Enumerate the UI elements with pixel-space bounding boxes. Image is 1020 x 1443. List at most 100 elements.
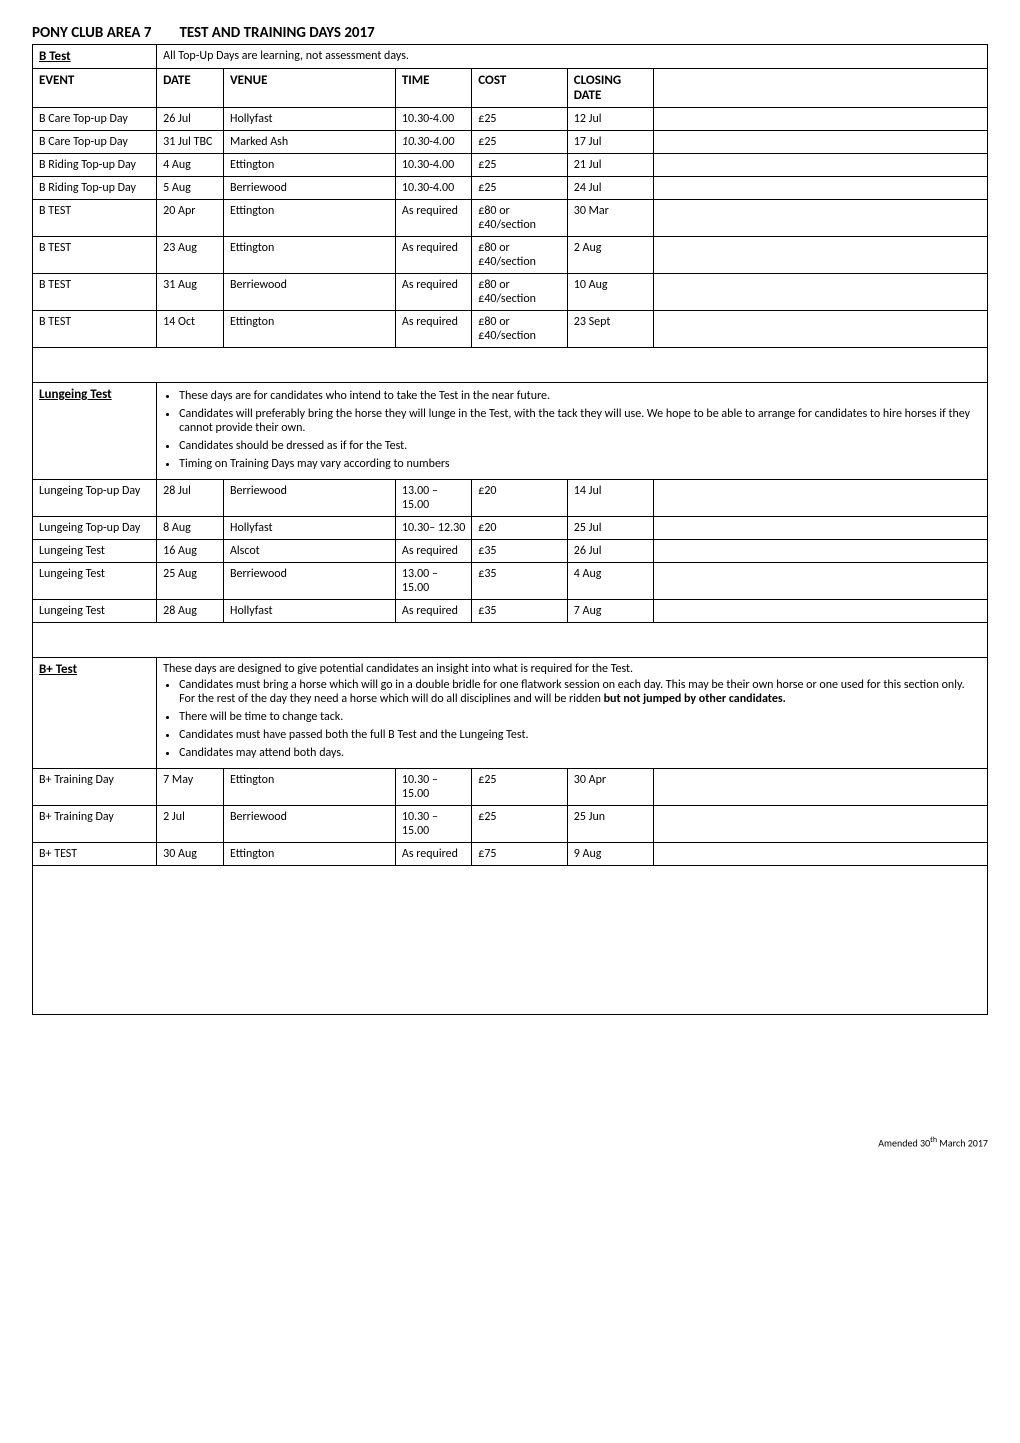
cell: As required: [395, 237, 471, 274]
cell: £25: [472, 177, 568, 200]
cell: 31 Jul TBC: [157, 131, 224, 154]
header-title: TEST AND TRAINING DAYS 2017: [179, 24, 374, 42]
section-header-row: B Test All Top-Up Days are learning, not…: [33, 45, 988, 69]
cell: As required: [395, 600, 471, 623]
table-row: Lungeing Top-up Day28 JulBerriewood13.00…: [33, 480, 988, 517]
cell: EVENT: [33, 69, 157, 108]
cell: Ettington: [223, 843, 395, 866]
cell: 26 Jul: [157, 108, 224, 131]
cell: 21 Jul: [567, 154, 653, 177]
cell: [653, 540, 987, 563]
note-bullet: Candidates may attend both days.: [179, 746, 981, 760]
section-label-cell: B+ Test: [33, 658, 157, 769]
cell: 10.30-4.00: [395, 131, 471, 154]
note-bullet: Candidates must bring a horse which will…: [179, 678, 981, 706]
cell: B Riding Top-up Day: [33, 154, 157, 177]
cell: Hollyfast: [223, 600, 395, 623]
cell: As required: [395, 274, 471, 311]
note-bullet: There will be time to change tack.: [179, 710, 981, 724]
main-table: B Test All Top-Up Days are learning, not…: [32, 44, 988, 1015]
cell: 7 Aug: [567, 600, 653, 623]
cell: 2 Jul: [157, 806, 224, 843]
cell: 10.30-4.00: [395, 177, 471, 200]
table-row: B TEST14 OctEttingtonAs required£80 or £…: [33, 311, 988, 348]
cell: Lungeing Test: [33, 600, 157, 623]
table-row: Lungeing Top-up Day8 AugHollyfast10.30– …: [33, 517, 988, 540]
cell: B Riding Top-up Day: [33, 177, 157, 200]
cell: Berriewood: [223, 563, 395, 600]
cell: 25 Aug: [157, 563, 224, 600]
cell: 24 Jul: [567, 177, 653, 200]
cell: Berriewood: [223, 177, 395, 200]
cell: [653, 177, 987, 200]
cell: £35: [472, 563, 568, 600]
cell: B+ TEST: [33, 843, 157, 866]
cell: [653, 843, 987, 866]
column-header-row: EVENT DATE VENUE TIME COST CLOSING DATE: [33, 69, 988, 108]
table-row: B TEST31 AugBerriewoodAs required£80 or …: [33, 274, 988, 311]
cell: [653, 600, 987, 623]
table-row: Lungeing Test28 AugHollyfastAs required£…: [33, 600, 988, 623]
cell: B TEST: [33, 200, 157, 237]
cell: £80 or £40/section: [472, 200, 568, 237]
cell: £20: [472, 480, 568, 517]
cell: 10.30-4.00: [395, 154, 471, 177]
cell: 10.30 – 15.00: [395, 769, 471, 806]
table-row: B Care Top-up Day26 JulHollyfast10.30-4.…: [33, 108, 988, 131]
table-row: B TEST20 AprEttingtonAs required£80 or £…: [33, 200, 988, 237]
cell: 10 Aug: [567, 274, 653, 311]
cell: Lungeing Test: [33, 540, 157, 563]
cell: 30 Aug: [157, 843, 224, 866]
cell: £80 or £40/section: [472, 311, 568, 348]
cell: 28 Aug: [157, 600, 224, 623]
cell: £25: [472, 806, 568, 843]
cell: 9 Aug: [567, 843, 653, 866]
page-header: PONY CLUB AREA 7 TEST AND TRAINING DAYS …: [32, 24, 988, 42]
section-header-row: Lungeing Test These days are for candida…: [33, 383, 988, 480]
table-row: B+ TEST30 AugEttingtonAs required£759 Au…: [33, 843, 988, 866]
spacer-row: [33, 348, 988, 383]
cell: [653, 69, 987, 108]
cell: £25: [472, 108, 568, 131]
cell: As required: [395, 311, 471, 348]
cell: VENUE: [223, 69, 395, 108]
cell: Hollyfast: [223, 108, 395, 131]
cell: 25 Jul: [567, 517, 653, 540]
cell: [653, 480, 987, 517]
cell: Ettington: [223, 154, 395, 177]
cell: B+ Training Day: [33, 769, 157, 806]
cell: Ettington: [223, 311, 395, 348]
cell: 23 Aug: [157, 237, 224, 274]
cell: 25 Jun: [567, 806, 653, 843]
cell: Berriewood: [223, 480, 395, 517]
cell: [653, 108, 987, 131]
cell: 13.00 – 15.00: [395, 563, 471, 600]
cell: Ettington: [223, 200, 395, 237]
cell: [653, 200, 987, 237]
cell: As required: [395, 843, 471, 866]
cell: B Care Top-up Day: [33, 131, 157, 154]
section-note: All Top-Up Days are learning, not assess…: [157, 45, 988, 69]
cell: 4 Aug: [567, 563, 653, 600]
cell: 30 Apr: [567, 769, 653, 806]
cell: [653, 311, 987, 348]
cell: £35: [472, 540, 568, 563]
section-notes: These days are for candidates who intend…: [157, 383, 988, 480]
cell: [653, 517, 987, 540]
cell: Hollyfast: [223, 517, 395, 540]
spacer-row: [33, 866, 988, 1015]
note-bullet: Candidates must have passed both the ful…: [179, 728, 981, 742]
cell: [653, 131, 987, 154]
cell: 14 Jul: [567, 480, 653, 517]
cell: 10.30– 12.30: [395, 517, 471, 540]
cell: £25: [472, 131, 568, 154]
cell: B TEST: [33, 274, 157, 311]
cell: As required: [395, 200, 471, 237]
cell: 31 Aug: [157, 274, 224, 311]
cell: Lungeing Top-up Day: [33, 517, 157, 540]
cell: CLOSING DATE: [567, 69, 653, 108]
cell: £80 or £40/section: [472, 274, 568, 311]
note-bullet: These days are for candidates who intend…: [179, 389, 981, 403]
cell: Lungeing Test: [33, 563, 157, 600]
cell: 4 Aug: [157, 154, 224, 177]
